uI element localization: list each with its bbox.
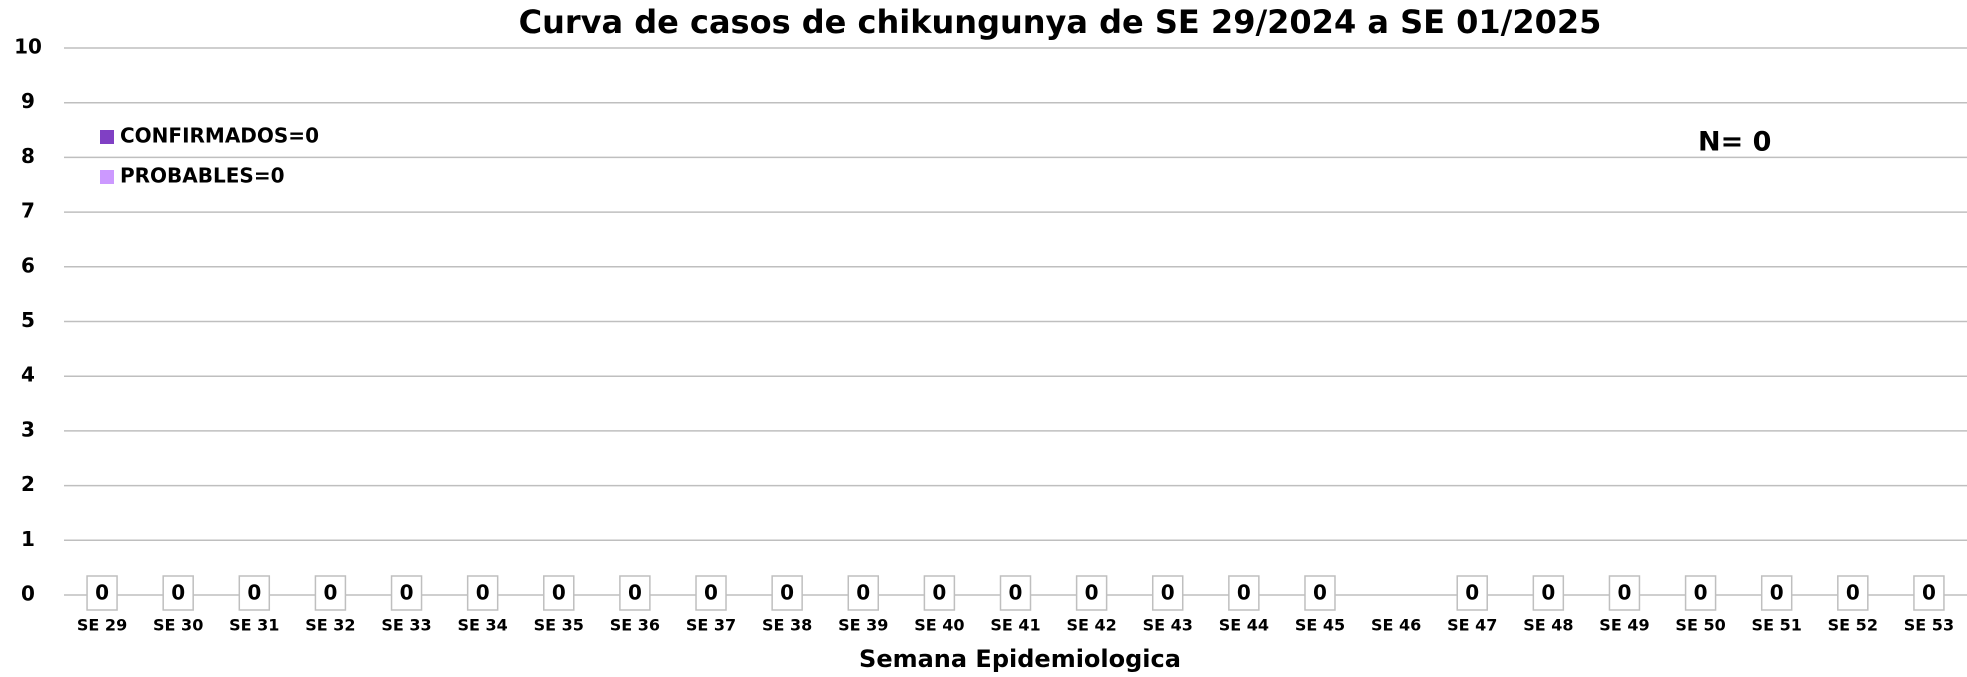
x-tick-label: SE 46	[1371, 616, 1421, 635]
data-label-box	[619, 575, 651, 611]
data-label-box	[1228, 575, 1260, 611]
data-label: 0	[95, 581, 109, 605]
data-label: 0	[1617, 581, 1631, 605]
x-tick-label: SE 49	[1599, 616, 1649, 635]
x-tick-label: SE 44	[1219, 616, 1269, 635]
y-tick-label: 0	[21, 582, 35, 606]
data-label-box	[314, 575, 347, 611]
data-label: 0	[704, 581, 718, 605]
annotation: N= 0	[1698, 127, 1771, 158]
x-tick-label: SE 38	[762, 616, 812, 635]
data-label: 0	[628, 581, 642, 605]
legend-label: PROBABLES=0	[120, 164, 285, 188]
data-label: 0	[1085, 581, 1099, 605]
data-label-box	[1532, 575, 1565, 611]
data-label-box	[695, 575, 727, 611]
x-tick-label: SE 36	[610, 616, 660, 635]
y-tick-label: 2	[21, 472, 35, 496]
x-tick-label: SE 51	[1752, 616, 1802, 635]
x-tick-label: SE 34	[458, 616, 508, 635]
x-tick-label: SE 35	[534, 616, 584, 635]
x-tick-label: SE 45	[1295, 616, 1345, 635]
data-label: 0	[1237, 581, 1251, 605]
data-label: 0	[323, 581, 337, 605]
x-tick-label: SE 53	[1904, 616, 1954, 635]
data-label-box	[1075, 575, 1108, 611]
x-tick-label: SE 52	[1828, 616, 1878, 635]
y-tick-label: 3	[21, 417, 35, 441]
x-tick-label: SE 41	[990, 616, 1040, 635]
data-label-box	[847, 575, 880, 611]
data-label: 0	[552, 581, 566, 605]
x-tick-label: SE 31	[229, 616, 279, 635]
data-label-box	[238, 575, 271, 611]
data-label-box	[390, 575, 423, 611]
y-tick-label: 9	[21, 89, 35, 113]
legend-label: CONFIRMADOS=0	[120, 124, 319, 148]
data-label: 0	[1922, 581, 1936, 605]
y-tick-label: 4	[21, 363, 35, 387]
data-label-box	[1760, 575, 1793, 611]
data-label: 0	[856, 581, 870, 605]
chart-title: Curva de casos de chikungunya de SE 29/2…	[519, 3, 1602, 41]
data-label-box	[923, 575, 956, 611]
data-label-box	[1913, 575, 1945, 611]
data-label: 0	[247, 581, 261, 605]
data-label-box	[1304, 575, 1336, 611]
data-label-box	[1151, 575, 1184, 611]
data-label: 0	[1009, 581, 1023, 605]
x-tick-label: SE 42	[1066, 616, 1116, 635]
data-label-box	[771, 575, 803, 611]
data-label: 0	[1770, 581, 1784, 605]
data-label: 0	[171, 581, 185, 605]
data-label-box	[1456, 575, 1488, 611]
data-label: 0	[1465, 581, 1479, 605]
x-tick-label: SE 39	[838, 616, 888, 635]
x-tick-label: SE 43	[1143, 616, 1193, 635]
x-tick-label: SE 50	[1675, 616, 1725, 635]
legend-swatch	[100, 170, 114, 184]
data-label: 0	[1846, 581, 1860, 605]
data-label-box	[466, 575, 499, 611]
y-tick-label: 1	[21, 527, 35, 551]
y-tick-label: 6	[21, 253, 35, 277]
x-tick-label: SE 48	[1523, 616, 1573, 635]
data-label-box	[86, 575, 118, 611]
y-tick-label: 8	[21, 144, 35, 168]
data-label: 0	[1694, 581, 1708, 605]
data-label: 0	[400, 581, 414, 605]
x-tick-label: SE 47	[1447, 616, 1497, 635]
x-tick-label: SE 32	[305, 616, 355, 635]
x-tick-label: SE 40	[914, 616, 964, 635]
x-tick-label: SE 37	[686, 616, 736, 635]
y-tick-label: 5	[21, 308, 35, 332]
legend-swatch	[100, 130, 114, 144]
x-tick-label: SE 33	[381, 616, 431, 635]
x-tick-label: SE 29	[77, 616, 127, 635]
data-label: 0	[1161, 581, 1175, 605]
data-label-box	[162, 575, 194, 611]
y-tick-label: 10	[14, 35, 42, 59]
y-tick-label: 7	[21, 199, 35, 223]
data-label-box	[999, 575, 1032, 611]
data-label: 0	[780, 581, 794, 605]
x-tick-label: SE 30	[153, 616, 203, 635]
data-label-box	[1684, 575, 1717, 611]
data-label-box	[1837, 575, 1869, 611]
x-axis-title: Semana Epidemiologica	[859, 645, 1181, 673]
data-label: 0	[932, 581, 946, 605]
data-label: 0	[476, 581, 490, 605]
data-label-box	[543, 575, 575, 611]
data-label: 0	[1541, 581, 1555, 605]
data-label: 0	[1313, 581, 1327, 605]
data-label-box	[1608, 575, 1641, 611]
